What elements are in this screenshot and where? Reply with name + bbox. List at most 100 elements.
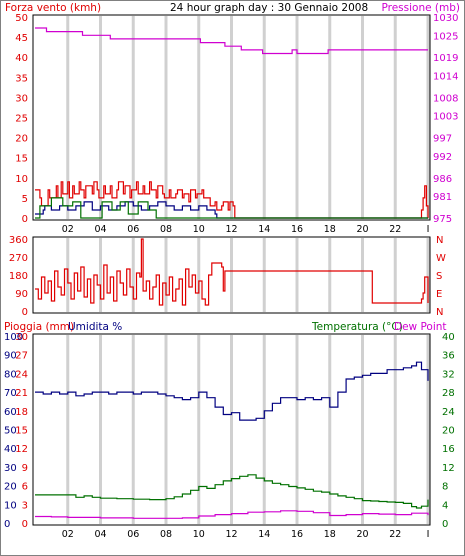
compass-tick-label: S <box>436 271 442 282</box>
pressure-y-tick-label: 1019 <box>433 53 458 64</box>
x-tick-label: I <box>427 224 430 235</box>
x-tick-label: 18 <box>324 224 336 235</box>
temperature-y-tick-label: 16 <box>442 444 455 455</box>
rain-y-tick-label: 3 <box>22 500 28 511</box>
humidity-y-tick-label: 40 <box>4 444 17 455</box>
direction-y-tick-label: 0 <box>22 307 28 318</box>
wind-y-tick-label: 35 <box>15 73 28 84</box>
humidity-y-tick-label: 80 <box>4 369 17 380</box>
rain-y-tick-label: 12 <box>15 444 28 455</box>
pressure-y-tick-label: 1003 <box>433 112 458 123</box>
wind-y-tick-label: 40 <box>15 53 28 64</box>
humidity-y-tick-label: 60 <box>4 407 17 418</box>
x-tick-label: 22 <box>389 529 401 540</box>
temperature-y-tick-label: 8 <box>442 482 448 493</box>
temperature-y-tick-label: 32 <box>442 369 455 380</box>
rain-y-tick-label: 30 <box>15 332 28 343</box>
rain-y-tick-label: 15 <box>15 426 28 437</box>
temperature-y-tick-label: 36 <box>442 351 455 362</box>
rain-y-tick-label: 21 <box>15 388 28 399</box>
wind-y-tick-label: 20 <box>15 134 28 145</box>
pressure-y-tick-label: 1014 <box>433 71 458 82</box>
wind-series-line <box>35 181 429 219</box>
x-tick-label: 22 <box>389 224 401 235</box>
compass-tick-label: E <box>436 289 442 300</box>
humidity-y-tick-label: 30 <box>4 463 17 474</box>
pressure-y-tick-label: 992 <box>433 152 452 163</box>
rain-y-tick-label: 9 <box>22 463 28 474</box>
x-tick-label: 10 <box>193 529 205 540</box>
x-tick-label: 02 <box>62 529 74 540</box>
direction-y-tick-label: 90 <box>15 289 28 300</box>
humidity-y-tick-label: 50 <box>4 426 17 437</box>
wind-y-tick-label: 0 <box>22 214 28 225</box>
wind-y-tick-label: 25 <box>15 114 28 125</box>
x-tick-label: 12 <box>225 529 237 540</box>
wind-y-tick-label: 50 <box>15 13 28 24</box>
wind-y-tick-label: 45 <box>15 33 28 44</box>
temperature-y-tick-label: 28 <box>442 388 455 399</box>
x-tick-label: 08 <box>160 529 172 540</box>
rain-y-tick-label: 6 <box>22 482 28 493</box>
pressure-y-tick-label: 997 <box>433 134 452 145</box>
direction-y-tick-label: 360 <box>9 235 28 246</box>
wind-y-tick-label: 10 <box>15 174 28 185</box>
x-tick-label: 20 <box>356 529 368 540</box>
pressure-axis-label: Pressione (mb) <box>381 2 460 14</box>
humidity-y-tick-label: 90 <box>4 351 17 362</box>
compass-tick-label: W <box>436 253 446 264</box>
wind-y-tick-label: 5 <box>22 194 28 205</box>
temperature-y-tick-label: 0 <box>442 519 448 530</box>
temperature-axis-label: Temperatura (°C) <box>311 321 403 333</box>
pressure-y-tick-label: 981 <box>433 192 452 203</box>
rain-axis-label: Pioggia (mm) <box>4 321 74 333</box>
temperature-y-tick-label: 24 <box>442 407 455 418</box>
compass-tick-label: N <box>436 235 443 246</box>
temperature-y-tick-label: 40 <box>442 332 455 343</box>
pressure-y-tick-label: 1030 <box>433 13 458 24</box>
x-tick-label: 14 <box>258 224 270 235</box>
wind-series-line <box>35 197 428 219</box>
x-tick-label: 14 <box>258 529 270 540</box>
wind-y-tick-label: 30 <box>15 93 28 104</box>
humidity-y-tick-label: 100 <box>4 332 23 343</box>
compass-tick-label: N <box>436 307 443 318</box>
x-tick-label: 06 <box>127 224 139 235</box>
x-tick-label: I <box>427 529 430 540</box>
rain-y-tick-label: 0 <box>22 519 28 530</box>
x-tick-label: 06 <box>127 529 139 540</box>
x-tick-label: 16 <box>291 224 303 235</box>
x-tick-label: 10 <box>193 224 205 235</box>
rain-y-tick-label: 27 <box>15 351 28 362</box>
x-tick-label: 04 <box>94 529 106 540</box>
x-tick-label: 04 <box>94 224 106 235</box>
pressure-y-tick-label: 975 <box>433 214 452 225</box>
rain-y-tick-label: 18 <box>15 407 28 418</box>
direction-y-tick-label: 180 <box>9 271 28 282</box>
wind-y-tick-label: 15 <box>15 154 28 165</box>
wind-direction-series-line <box>35 238 429 306</box>
rain-y-tick-label: 24 <box>15 369 28 380</box>
x-tick-label: 16 <box>291 529 303 540</box>
humidity-y-tick-label: 0 <box>4 519 10 530</box>
chart-title: 24 hour graph day : 30 Gennaio 2008 <box>170 2 368 14</box>
x-tick-label: 18 <box>324 529 336 540</box>
humidity-y-tick-label: 20 <box>4 482 17 493</box>
pressure-y-tick-label: 1008 <box>433 93 458 104</box>
temperature-y-tick-label: 20 <box>442 426 455 437</box>
wind-series-line <box>35 201 428 219</box>
humidity-y-tick-label: 70 <box>4 388 17 399</box>
humidity-series-line <box>35 361 429 421</box>
temperature-y-tick-label: 12 <box>442 463 455 474</box>
x-tick-label: 02 <box>62 224 74 235</box>
temperature-series-line <box>35 474 429 509</box>
dewpoint-axis-label: Dew Point <box>394 321 447 333</box>
humidity-y-tick-label: 10 <box>4 500 17 511</box>
direction-y-tick-label: 270 <box>9 253 28 264</box>
temperature-y-tick-label: 4 <box>442 500 448 511</box>
dewpoint-series-line <box>35 510 429 519</box>
wind-axis-label: Forza vento (kmh) <box>5 2 101 14</box>
pressure-series-line <box>35 27 428 55</box>
